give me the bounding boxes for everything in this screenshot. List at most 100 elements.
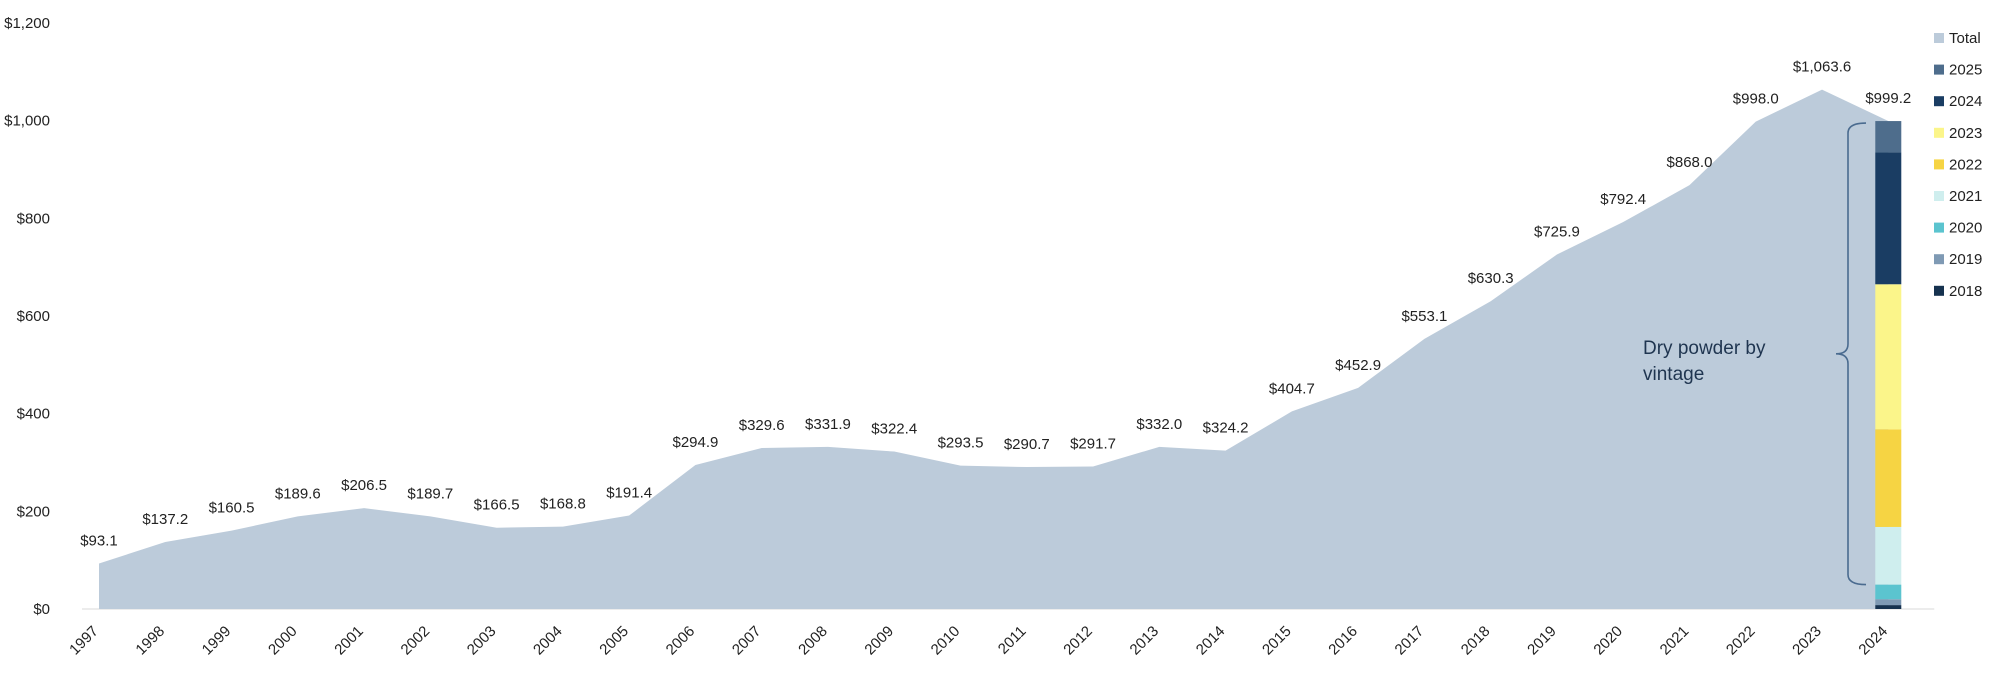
x-tick-label: 2004 [530,623,566,659]
x-tick-label: 1998 [132,623,168,659]
legend-label-2023: 2023 [1949,125,1982,142]
x-tick-label: 2001 [331,623,367,659]
data-label-1999: $160.5 [209,500,255,517]
data-label-2017: $553.1 [1401,308,1447,325]
data-label-2005: $191.4 [606,485,652,502]
data-label-2015: $404.7 [1269,380,1315,397]
stack-segment-2025 [1875,121,1902,153]
data-label-2000: $189.6 [275,485,321,502]
x-tick-label: 2008 [795,623,831,659]
legend-swatch-2018 [1934,285,1944,296]
data-label-1997: $93.1 [80,533,118,550]
data-label-2006: $294.9 [672,434,718,451]
y-tick-label: $0 [33,601,50,618]
vintage-brace [1835,122,1867,586]
legend: Total 2025 2024 2023 2022 2021 2020 2019 2018 [1934,30,1982,300]
vintage-stacked-bar [1875,121,1902,609]
total-area [99,89,1889,610]
x-tick-label: 2014 [1193,623,1229,659]
data-label-2020: $792.4 [1600,191,1646,208]
y-tick-label: $600 [17,308,50,325]
stack-segment-2024 [1875,152,1902,285]
data-label-2003: $166.5 [474,497,520,514]
data-label-2007: $329.6 [739,417,785,434]
x-tick-label: 2000 [265,623,301,659]
legend-label-2018: 2018 [1949,283,1982,300]
legend-swatch-2022 [1934,159,1944,170]
y-tick-label: $400 [17,406,50,423]
x-tick-label: 2009 [861,623,897,659]
data-label-2010: $293.5 [938,435,984,452]
x-tick-label: 2016 [1325,623,1361,659]
data-label-2022: $998.0 [1733,91,1779,108]
x-tick-label: 2021 [1657,623,1693,659]
stack-segment-2020 [1875,584,1902,600]
x-tick-label: 2010 [928,623,964,659]
x-tick-label: 2020 [1590,623,1626,659]
data-label-2002: $189.7 [407,485,453,502]
legend-swatch-2019 [1934,254,1944,265]
legend-label-2025: 2025 [1949,62,1982,79]
annotation-line-1: Dry powder by [1643,338,1766,359]
legend-label-2022: 2022 [1949,156,1982,173]
data-label-2018: $630.3 [1468,270,1514,287]
data-label-2021: $868.0 [1667,154,1713,171]
stack-segment-2019 [1875,599,1902,606]
data-label-2001: $206.5 [341,477,387,494]
legend-swatch-2021 [1934,191,1944,201]
x-tick-label: 2024 [1855,623,1891,659]
annotation-line-2: vintage [1643,364,1704,385]
x-tick-label: 2023 [1789,623,1825,659]
stack-segment-2018 [1875,605,1902,609]
legend-swatch-2020 [1934,222,1944,233]
x-tick-label: 2013 [1127,623,1163,659]
y-tick-label: $800 [17,210,50,227]
x-tick-label: 1999 [199,623,235,659]
x-tick-label: 2005 [596,623,632,659]
stack-segment-2021 [1875,526,1902,585]
annotation: Dry powder by vintage [1643,122,1867,586]
y-tick-label: $1,200 [4,15,50,32]
total-area-series [99,89,1889,610]
x-tick-label: 2012 [1060,623,1096,659]
legend-swatch-Total [1934,33,1944,43]
y-tick-label: $200 [17,503,50,520]
legend-label-2020: 2020 [1949,220,1982,237]
data-label-2014: $324.2 [1203,420,1249,437]
data-label-2012: $291.7 [1070,436,1116,453]
stack-segment-2022 [1875,429,1902,527]
data-label-2008: $331.9 [805,416,851,433]
legend-swatch-2023 [1934,127,1944,138]
legend-label-2021: 2021 [1949,188,1982,205]
data-label-2011: $290.7 [1004,436,1050,453]
legend-label-Total: Total [1949,30,1981,47]
x-tick-label: 2003 [464,623,500,659]
data-labels: $93.1 $137.2 $160.5 $189.6 $206.5 $189.7 $166.… [80,59,1911,550]
legend-swatch-2025 [1934,64,1944,75]
legend-label-2019: 2019 [1949,251,1982,268]
y-tick-label: $1,000 [4,113,50,130]
legend-swatch-2024 [1934,96,1944,107]
data-label-2023: $1,063.6 [1793,59,1851,76]
x-tick-label: 2011 [995,623,1030,658]
data-label-2024: $999.2 [1865,90,1911,107]
data-label-2016: $452.9 [1335,357,1381,374]
x-tick-label: 2022 [1723,623,1759,659]
x-tick-label: 1997 [66,623,102,659]
stack-segment-2023 [1875,284,1902,430]
legend-label-2024: 2024 [1949,93,1982,110]
data-label-2019: $725.9 [1534,224,1580,241]
data-label-2004: $168.8 [540,496,586,513]
x-tick-label: 2018 [1458,623,1494,659]
x-tick-label: 2015 [1259,623,1295,659]
data-label-1998: $137.2 [142,511,188,528]
data-label-2013: $332.0 [1136,416,1182,433]
x-tick-label: 2002 [398,623,434,659]
x-tick-label: 2019 [1524,623,1560,659]
x-tick-label: 2006 [663,623,699,659]
data-label-2009: $322.4 [871,421,917,438]
x-tick-label: 2017 [1392,623,1428,659]
x-tick-label: 2007 [729,623,765,659]
